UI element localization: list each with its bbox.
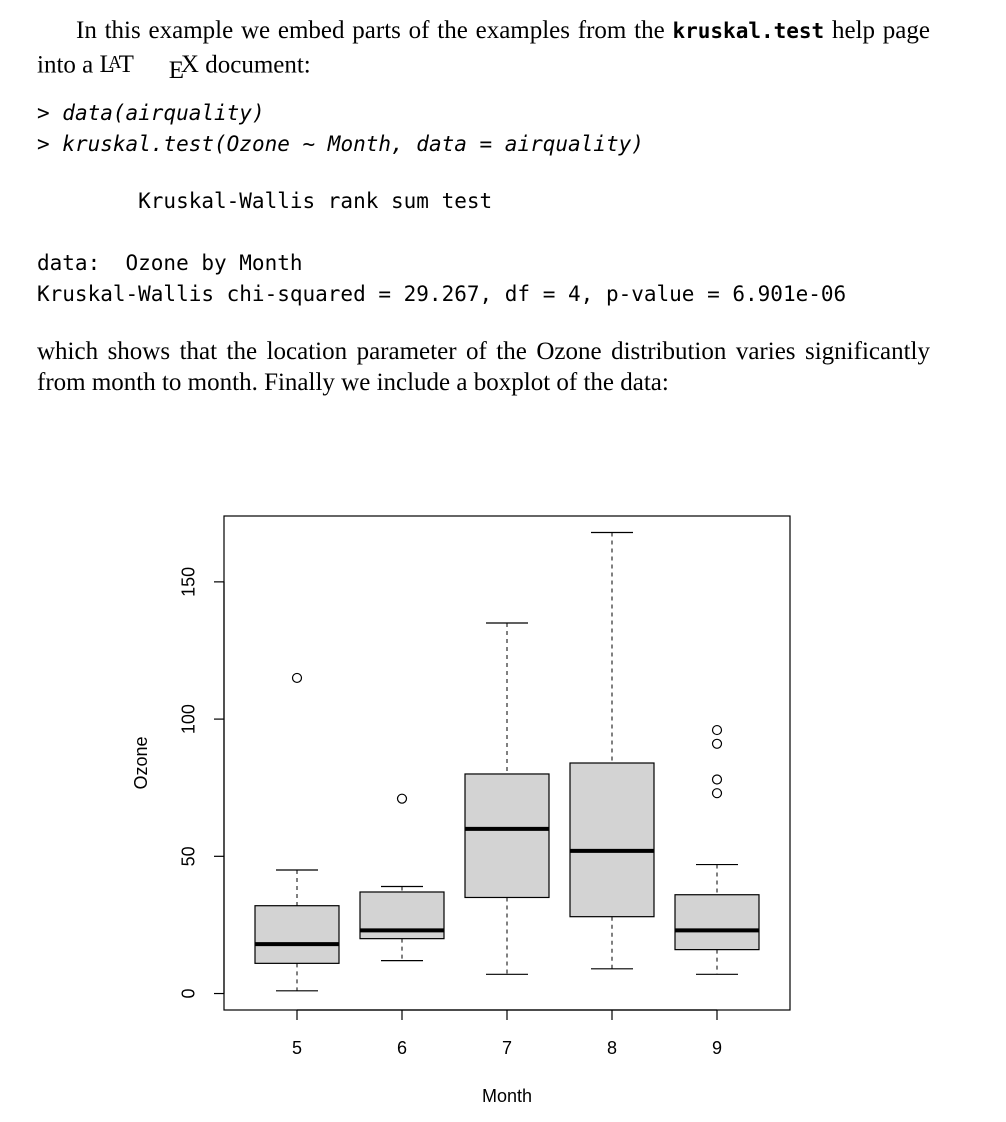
y-tick-label: 150 — [179, 567, 199, 597]
y-tick-label: 0 — [179, 989, 199, 999]
box-month-5 — [254, 905, 340, 964]
code-command-text: kruskal.test(Ozone ~ Month, data = airqu… — [62, 132, 644, 156]
code-command-1: > data(airquality) — [37, 101, 265, 125]
box-month-9 — [674, 894, 760, 951]
outlier-point — [711, 738, 723, 749]
output-stat-line: Kruskal-Wallis chi-squared = 29.267, df … — [37, 282, 847, 306]
function-name: kruskal.test — [672, 19, 825, 43]
box-month-7 — [464, 773, 550, 899]
output-data-line: data: Ozone by Month — [37, 251, 303, 275]
y-tick-label: 50 — [179, 846, 199, 866]
y-axis-title: Ozone — [131, 736, 151, 789]
outlier-point — [711, 774, 723, 785]
outlier-point — [396, 793, 408, 804]
boxplot-chart: 0 50 100 150 5 6 7 8 9 Month Ozone — [131, 515, 791, 1106]
latex-logo: LAT EX — [99, 51, 199, 84]
box-month-8 — [569, 762, 655, 918]
outlier-point — [711, 788, 723, 799]
x-tick-label: 8 — [607, 1038, 617, 1058]
x-axis-title: Month — [482, 1086, 532, 1106]
x-tick-label: 7 — [502, 1038, 512, 1058]
output-title: Kruskal-Wallis rank sum test — [37, 189, 493, 213]
intro-text-end: document: — [198, 51, 311, 79]
code-command-text: data(airquality) — [62, 101, 265, 125]
intro-paragraph: In this example we embed parts of the ex… — [37, 15, 930, 86]
code-prompt: > — [37, 101, 63, 125]
intro-text-before: In this example we embed parts of the ex… — [76, 17, 673, 44]
x-tick-label: 5 — [292, 1038, 302, 1058]
x-tick-label: 6 — [397, 1038, 407, 1058]
code-command-2: > kruskal.test(Ozone ~ Month, data = air… — [37, 132, 644, 156]
outlier-point — [711, 724, 723, 736]
intro-text-middle: help page into a — [37, 17, 930, 79]
x-tick-label: 9 — [712, 1038, 722, 1058]
outlier-point — [291, 672, 303, 684]
code-prompt: > — [37, 132, 63, 156]
conclusion-paragraph: which shows that the location parameter … — [37, 338, 930, 396]
y-tick-label: 100 — [179, 704, 199, 734]
